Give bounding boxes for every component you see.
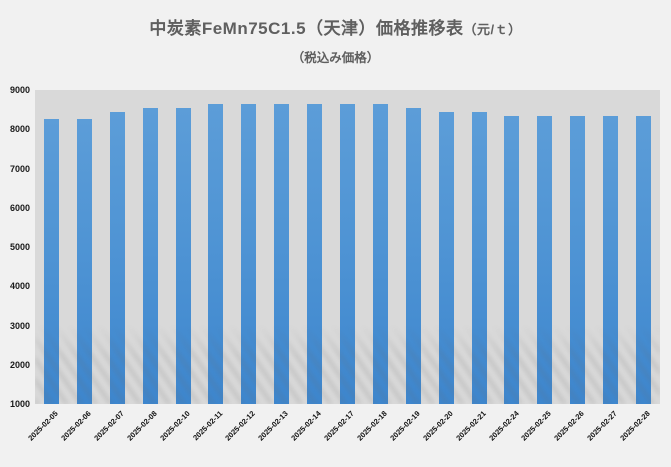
y-axis-tick-label: 1000 <box>9 399 30 409</box>
bar-2025-02-06 <box>76 119 92 404</box>
y-axis-tick-label: 8000 <box>9 124 30 135</box>
bar-2025-02-13 <box>274 103 290 404</box>
y-axis-tick-label: 7000 <box>9 163 30 174</box>
chart-title-text: 中炭素FeMn75C1.5（天津）価格推移表 <box>149 19 464 38</box>
x-axis-tick-label: 2025-02-25 <box>519 409 554 443</box>
x-axis-tick-label: 2025-02-17 <box>322 409 356 443</box>
x-axis-tick-label: 2025-02-20 <box>421 409 455 443</box>
bar-2025-02-05 <box>43 119 59 404</box>
x-axis-tick-label: 2025-02-21 <box>453 409 488 443</box>
chart-title: 中炭素FeMn75C1.5（天津）価格推移表（元/ｔ） <box>0 14 671 39</box>
bar-2025-02-27 <box>603 115 619 404</box>
bar-2025-02-11 <box>208 103 224 404</box>
y-axis-tick-label: 6000 <box>9 202 30 213</box>
y-axis-tick-label: 4000 <box>9 281 30 292</box>
chart-title-unit: （元/ｔ） <box>463 22 522 37</box>
x-axis-tick-label: 2025-02-19 <box>388 409 422 443</box>
y-axis-tick-label: 3000 <box>9 320 30 331</box>
x-axis-tick-label: 2025-02-14 <box>289 409 323 443</box>
x-axis-tick-label: 2025-02-05 <box>26 409 60 443</box>
bar-2025-02-14 <box>307 103 323 404</box>
bar-2025-02-25 <box>537 115 553 404</box>
x-axis-tick-label: 2025-02-24 <box>486 409 521 443</box>
y-axis-tick-label: 2000 <box>9 359 30 370</box>
plot-area <box>35 90 660 404</box>
x-axis-tick-label: 2025-02-13 <box>256 409 291 443</box>
x-axis-tick-label: 2025-02-07 <box>92 409 126 443</box>
x-axis-tick-label: 2025-02-26 <box>552 409 587 443</box>
bar-2025-02-18 <box>372 103 388 404</box>
y-axis-tick-label: 5000 <box>9 242 30 252</box>
bar-2025-02-10 <box>175 107 191 404</box>
x-axis-tick-label: 2025-02-11 <box>191 409 225 443</box>
x-axis-tick-label: 2025-02-10 <box>157 409 192 443</box>
y-axis-tick-label: 9000 <box>9 85 30 95</box>
x-axis-tick-label: 2025-02-12 <box>223 409 258 443</box>
x-axis-tick-label: 2025-02-06 <box>59 409 93 443</box>
bar-2025-02-12 <box>241 103 257 404</box>
bar-2025-02-17 <box>340 103 355 404</box>
bar-2025-02-21 <box>471 111 487 404</box>
bar-2025-02-28 <box>636 115 652 404</box>
bar-2025-02-07 <box>109 111 125 404</box>
bar-2025-02-24 <box>504 115 520 404</box>
x-axis-tick-label: 2025-02-27 <box>585 409 620 443</box>
bar-2025-02-26 <box>570 115 586 404</box>
bar-2025-02-20 <box>438 111 454 404</box>
x-axis-tick-label: 2025-02-08 <box>124 409 159 443</box>
bar-2025-02-08 <box>142 107 158 404</box>
bar-2025-02-19 <box>405 107 421 404</box>
x-axis-tick-label: 2025-02-18 <box>355 409 389 443</box>
chart-subtitle: （税込み価格） <box>291 51 380 65</box>
x-axis-tick-label: 2025-02-28 <box>618 409 652 443</box>
